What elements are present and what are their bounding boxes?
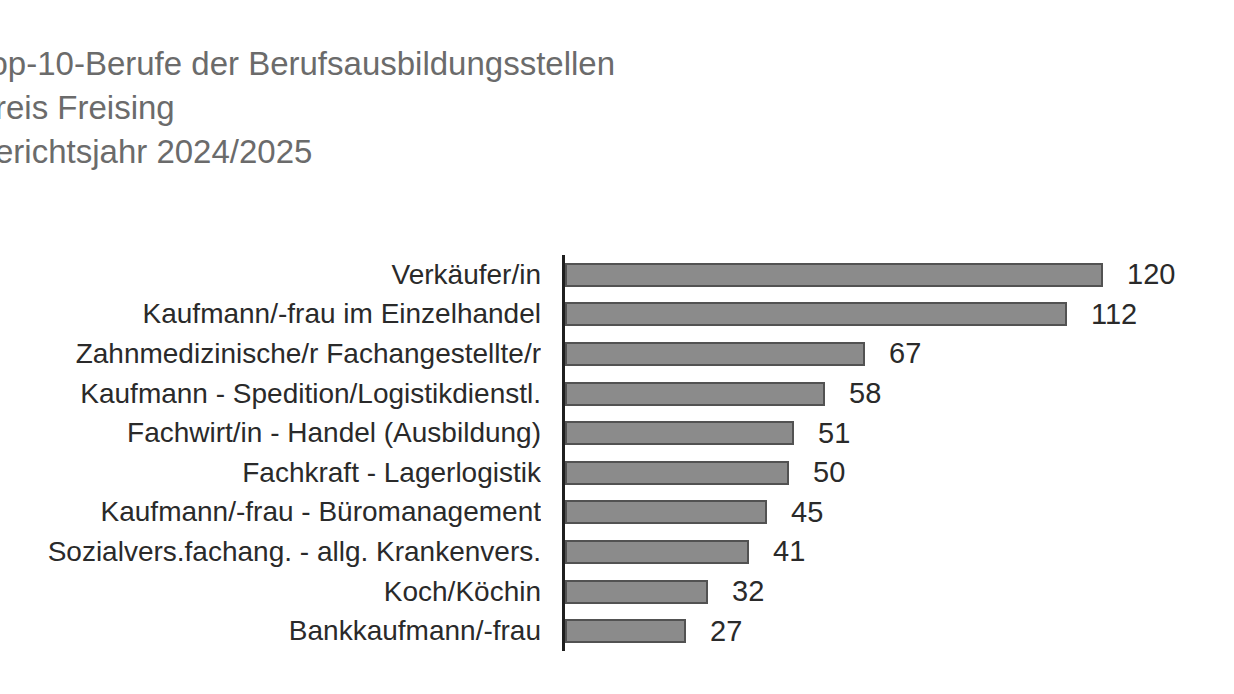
bar-zone: 112 — [541, 298, 1234, 331]
value-label: 120 — [1127, 258, 1175, 291]
value-label: 27 — [710, 615, 742, 648]
chart-title-line-3: Berichtsjahr 2024/2025 — [0, 130, 615, 174]
chart-title-line-2: Kreis Freising — [0, 86, 615, 130]
bar — [565, 580, 708, 604]
bar-chart-rows: Verkäufer/in 120 Kaufmann/-frau im Einze… — [0, 255, 1234, 651]
bar — [565, 263, 1103, 287]
bar — [565, 302, 1067, 326]
bar-zone: 120 — [541, 258, 1234, 291]
chart-title: Top-10-Berufe der Berufsausbildungsstell… — [0, 42, 615, 174]
value-label: 67 — [889, 337, 921, 370]
category-label: Sozialvers.fachang. - allg. Krankenvers. — [0, 536, 541, 568]
chart-row: Fachkraft - Lagerlogistik 50 — [0, 453, 1234, 493]
bar — [565, 461, 789, 485]
value-label: 51 — [818, 417, 850, 450]
value-label: 32 — [732, 575, 764, 608]
y-axis-line — [562, 255, 565, 651]
bar-zone: 27 — [541, 615, 1234, 648]
value-label: 45 — [791, 496, 823, 529]
bar-zone: 58 — [541, 377, 1234, 410]
value-label: 50 — [813, 456, 845, 489]
bar — [565, 540, 749, 564]
chart-row: Kaufmann/-frau - Büromanagement 45 — [0, 493, 1234, 533]
value-label: 41 — [773, 535, 805, 568]
category-label: Kaufmann/-frau im Einzelhandel — [0, 298, 541, 330]
category-label: Kaufmann - Spedition/Logistikdienstl. — [0, 378, 541, 410]
chart-row: Kaufmann/-frau im Einzelhandel 112 — [0, 295, 1234, 335]
bar — [565, 382, 825, 406]
category-label: Bankkaufmann/-frau — [0, 615, 541, 647]
category-label: Verkäufer/in — [0, 259, 541, 291]
bar — [565, 619, 686, 643]
bar — [565, 342, 865, 366]
chart-row: Kaufmann - Spedition/Logistikdienstl. 58 — [0, 374, 1234, 414]
chart-row: Zahnmedizinische/r Fachangestellte/r 67 — [0, 334, 1234, 374]
bar-zone: 50 — [541, 456, 1234, 489]
value-label: 58 — [849, 377, 881, 410]
chart-row: Fachwirt/in - Handel (Ausbildung) 51 — [0, 413, 1234, 453]
chart-title-line-1: Top-10-Berufe der Berufsausbildungsstell… — [0, 42, 615, 86]
chart-row: Verkäufer/in 120 — [0, 255, 1234, 295]
bar-zone: 45 — [541, 496, 1234, 529]
bar-zone: 67 — [541, 337, 1234, 370]
category-label: Fachwirt/in - Handel (Ausbildung) — [0, 417, 541, 449]
chart-canvas: Top-10-Berufe der Berufsausbildungsstell… — [0, 0, 1234, 694]
category-label: Koch/Köchin — [0, 576, 541, 608]
bar-zone: 51 — [541, 417, 1234, 450]
bar — [565, 421, 794, 445]
chart-row: Bankkaufmann/-frau 27 — [0, 611, 1234, 651]
value-label: 112 — [1091, 298, 1137, 331]
bar-zone: 41 — [541, 535, 1234, 568]
chart-row: Sozialvers.fachang. - allg. Krankenvers.… — [0, 532, 1234, 572]
category-label: Zahnmedizinische/r Fachangestellte/r — [0, 338, 541, 370]
category-label: Fachkraft - Lagerlogistik — [0, 457, 541, 489]
bar-zone: 32 — [541, 575, 1234, 608]
category-label: Kaufmann/-frau - Büromanagement — [0, 496, 541, 528]
bar-chart-plot-area: Verkäufer/in 120 Kaufmann/-frau im Einze… — [0, 255, 1234, 651]
bar — [565, 500, 767, 524]
chart-row: Koch/Köchin 32 — [0, 572, 1234, 612]
